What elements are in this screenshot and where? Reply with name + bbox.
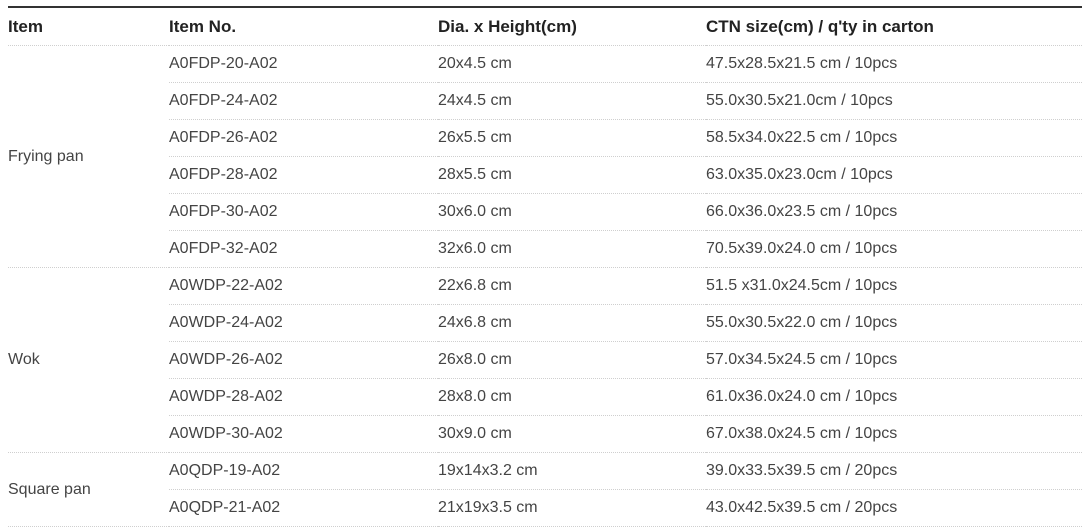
item-no-cell: A0FDP-32-A02: [169, 230, 438, 268]
dimensions-cell: 32x6.0 cm: [438, 230, 706, 268]
dimensions-cell: 28x5.5 cm: [438, 156, 706, 194]
table-row: A0WDP-26-A02 26x8.0 cm 57.0x34.5x24.5 cm /…: [8, 341, 1082, 379]
item-no-cell: A0WDP-22-A02: [169, 267, 438, 305]
table-row: Wok A0WDP-22-A02 22x6.8 cm 51.5 x31.0x24.5c…: [8, 267, 1082, 453]
carton-size-cell: 55.0x30.5x22.0 cm / 10pcs: [706, 304, 1082, 342]
table-row: A0FDP-28-A02 28x5.5 cm 63.0x35.0x23.0cm / …: [8, 156, 1082, 194]
dimensions-cell: 28x8.0 cm: [438, 378, 706, 416]
item-no-cell: A0FDP-30-A02: [169, 193, 438, 231]
table-row: A0FDP-24-A02 24x4.5 cm 55.0x30.5x21.0cm / …: [8, 82, 1082, 120]
item-no-cell: A0WDP-30-A02: [169, 415, 438, 453]
dimensions-cell: 24x4.5 cm: [438, 82, 706, 120]
dimensions-cell: 26x5.5 cm: [438, 119, 706, 157]
table-body: Frying pan A0FDP-20-A02 20x4.5 cm 47.5x28.5…: [8, 45, 1082, 527]
table-row: A0FDP-30-A02 30x6.0 cm 66.0x36.0x23.5 cm /…: [8, 193, 1082, 231]
item-no-cell: A0FDP-24-A02: [169, 82, 438, 120]
dimensions-cell: 20x4.5 cm: [438, 45, 706, 83]
group-name-cell: Square pan: [8, 452, 169, 527]
table-row: Frying pan A0FDP-20-A02 20x4.5 cm 47.5x28.5…: [8, 45, 1082, 268]
item-no-cell: A0WDP-28-A02: [169, 378, 438, 416]
carton-size-cell: 55.0x30.5x21.0cm / 10pcs: [706, 82, 1082, 120]
item-no-cell: A0QDP-21-A02: [169, 489, 438, 527]
carton-size-cell: 57.0x34.5x24.5 cm / 10pcs: [706, 341, 1082, 379]
item-no-cell: A0FDP-26-A02: [169, 119, 438, 157]
table-row: A0WDP-28-A02 28x8.0 cm 61.0x36.0x24.0 cm /…: [8, 378, 1082, 416]
dimensions-cell: 21x19x3.5 cm: [438, 489, 706, 527]
table-row: Square pan A0QDP-19-A02 19x14x3.2 cm 39.0x3…: [8, 452, 1082, 527]
table-row: A0WDP-30-A02 30x9.0 cm 67.0x38.0x24.5 cm /…: [8, 415, 1082, 453]
product-spec-table: Item Item No. Dia. x Height(cm) CTN size…: [8, 6, 1082, 527]
carton-size-cell: 47.5x28.5x21.5 cm / 10pcs: [706, 45, 1082, 83]
header-dimensions: Dia. x Height(cm): [438, 6, 706, 46]
item-no-cell: A0QDP-19-A02: [169, 452, 438, 490]
table-row: A0FDP-26-A02 26x5.5 cm 58.5x34.0x22.5 cm /…: [8, 119, 1082, 157]
dimensions-cell: 19x14x3.2 cm: [438, 452, 706, 490]
carton-size-cell: 67.0x38.0x24.5 cm / 10pcs: [706, 415, 1082, 453]
item-no-cell: A0WDP-26-A02: [169, 341, 438, 379]
dimensions-cell: 30x9.0 cm: [438, 415, 706, 453]
dimensions-cell: 30x6.0 cm: [438, 193, 706, 231]
group-name-cell: Wok: [8, 267, 169, 453]
item-no-cell: A0WDP-24-A02: [169, 304, 438, 342]
carton-size-cell: 66.0x36.0x23.5 cm / 10pcs: [706, 193, 1082, 231]
table-row: A0FDP-32-A02 32x6.0 cm 70.5x39.0x24.0 cm /…: [8, 230, 1082, 268]
carton-size-cell: 61.0x36.0x24.0 cm / 10pcs: [706, 378, 1082, 416]
header-item: Item: [8, 6, 169, 46]
carton-size-cell: 63.0x35.0x23.0cm / 10pcs: [706, 156, 1082, 194]
item-no-cell: A0FDP-28-A02: [169, 156, 438, 194]
table-row: A0QDP-21-A02 21x19x3.5 cm 43.0x42.5x39.5 c…: [8, 489, 1082, 527]
header-carton-size: CTN size(cm) / q'ty in carton: [706, 6, 1082, 46]
dimensions-cell: 26x8.0 cm: [438, 341, 706, 379]
dimensions-cell: 24x6.8 cm: [438, 304, 706, 342]
carton-size-cell: 58.5x34.0x22.5 cm / 10pcs: [706, 119, 1082, 157]
carton-size-cell: 70.5x39.0x24.0 cm / 10pcs: [706, 230, 1082, 268]
carton-size-cell: 39.0x33.5x39.5 cm / 20pcs: [706, 452, 1082, 490]
table-row: A0WDP-24-A02 24x6.8 cm 55.0x30.5x22.0 cm /…: [8, 304, 1082, 342]
header-item-no: Item No.: [169, 6, 438, 46]
carton-size-cell: 43.0x42.5x39.5 cm / 20pcs: [706, 489, 1082, 527]
group-name-cell: Frying pan: [8, 45, 169, 268]
carton-size-cell: 51.5 x31.0x24.5cm / 10pcs: [706, 267, 1082, 305]
dimensions-cell: 22x6.8 cm: [438, 267, 706, 305]
item-no-cell: A0FDP-20-A02: [169, 45, 438, 83]
table-header-row: Item Item No. Dia. x Height(cm) CTN size…: [8, 6, 1082, 46]
